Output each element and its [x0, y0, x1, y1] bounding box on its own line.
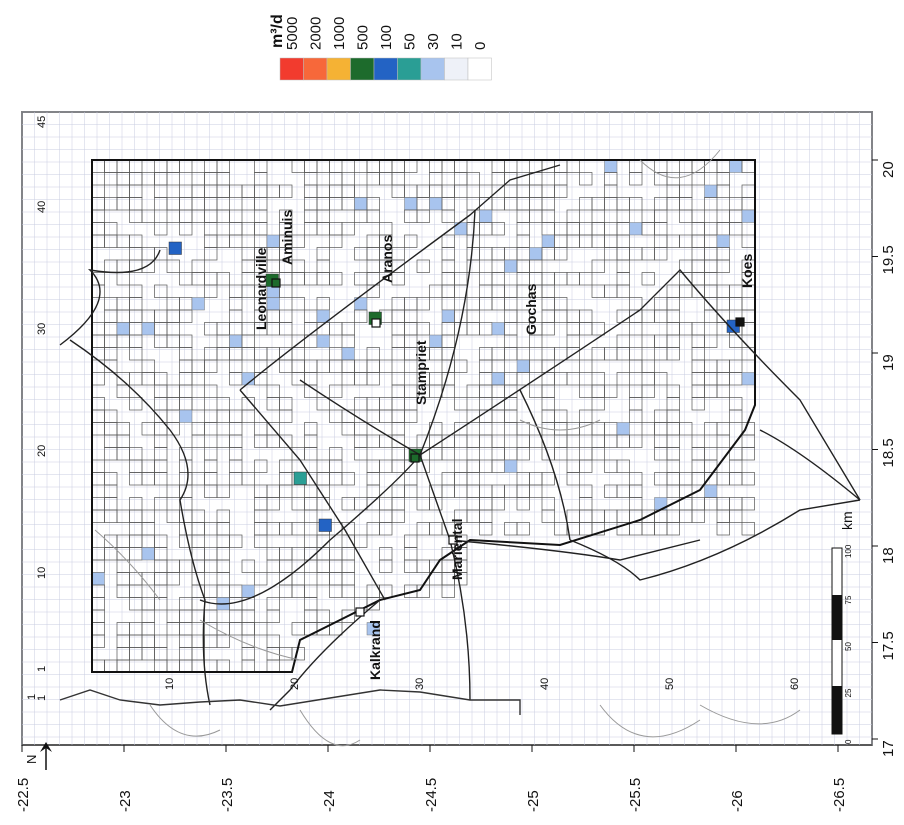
grid-col-label: 50	[664, 678, 676, 690]
town-markers	[271, 278, 745, 617]
town-label: Koes	[739, 254, 755, 288]
legend-swatch	[373, 57, 398, 81]
scale-label: 0	[844, 739, 853, 744]
model-cells	[91, 159, 755, 673]
longitude-tick-label: 20	[880, 161, 897, 178]
scale-label: 25	[844, 688, 853, 697]
legend-label: 2000	[308, 17, 325, 50]
town-label: Gochas	[523, 283, 539, 335]
legend-label: 5000	[284, 17, 301, 50]
legend-swatch	[303, 57, 328, 81]
grid-col-label: 10	[164, 678, 176, 690]
legend-swatch	[350, 57, 375, 81]
grid-row-label: 20	[36, 445, 48, 457]
grid-col-label: 60	[789, 678, 801, 690]
town-label: Leonardville	[253, 247, 269, 330]
town-labels: Aminuis Leonardville Aranos Gochas Koes Stamp…	[253, 210, 755, 680]
town-label: Mariental	[449, 519, 465, 580]
grid-row-label: 1	[36, 695, 48, 701]
legend-unit: m³/d	[269, 14, 286, 48]
legend-swatch	[467, 57, 492, 81]
latitude-ticks: -22.5 -23 -23.5 -24 -24.5 -25 -25.5 -26 -26.5	[15, 745, 848, 812]
grid-col-label: 40	[539, 678, 551, 690]
grid-extra-label: 1	[36, 666, 48, 672]
legend-label: 10	[449, 33, 466, 50]
latitude-tick-label: -24.5	[423, 778, 440, 812]
north-label: N	[24, 755, 39, 764]
scale-label: 50	[844, 642, 853, 651]
town-marker	[371, 318, 381, 328]
town-label: Aminuis	[279, 210, 295, 265]
rivers	[94, 149, 801, 747]
legend-swatch	[397, 57, 422, 81]
legend-label: 100	[378, 25, 395, 50]
latitude-tick-label: -23	[117, 790, 134, 812]
longitude-tick-label: 19.5	[880, 245, 897, 274]
longitude-tick-label: 19	[880, 354, 897, 371]
coastline	[59, 689, 521, 715]
grid-col-label: 20	[289, 678, 301, 690]
grid-extra-label: 1	[26, 694, 38, 700]
roads	[59, 164, 861, 711]
town-marker	[271, 278, 281, 288]
legend-swatch	[444, 57, 469, 81]
latitude-tick-label: -26	[729, 790, 746, 812]
latitude-tick-label: -23.5	[219, 778, 236, 812]
latitude-tick-label: -26.5	[831, 778, 848, 812]
legend: 5000 2000 1000 500 100 50 30 10 0 m³/d	[269, 14, 492, 81]
grid-col-ticks: 10 20 30 40 50 60	[164, 678, 801, 690]
latitude-tick-label: -25.5	[627, 778, 644, 812]
town-marker	[735, 317, 745, 327]
scale-bar: km 100 75 50 25 0	[831, 511, 855, 744]
legend-label: 50	[402, 33, 419, 50]
legend-label: 1000	[331, 17, 348, 50]
town-label: Kalkrand	[367, 620, 383, 680]
scale-label: 75	[844, 595, 853, 604]
grid-row-label: 40	[36, 201, 48, 213]
longitude-tick-label: 18.5	[880, 438, 897, 467]
legend-label: 0	[472, 42, 489, 50]
legend-swatch	[420, 57, 445, 81]
latitude-tick-label: -25	[525, 790, 542, 812]
model-boundary	[91, 159, 756, 673]
grid-row-label: 10	[36, 567, 48, 579]
latitude-tick-label: -24	[321, 790, 338, 812]
legend-swatches	[279, 57, 492, 81]
scale-label: 100	[844, 544, 853, 558]
town-marker	[410, 453, 420, 463]
grid-extra-label: 45	[36, 116, 48, 128]
longitude-tick-label: 17	[880, 740, 897, 757]
longitude-tick-label: 18	[880, 547, 897, 564]
scale-labels: 100 75 50 25 0	[844, 544, 853, 744]
north-arrow-icon: N	[24, 742, 52, 770]
longitude-tick-label: 17.5	[880, 631, 897, 660]
town-marker	[355, 607, 365, 617]
legend-swatch	[326, 57, 351, 81]
legend-label: 30	[425, 33, 442, 50]
town-marker	[448, 535, 458, 545]
legend-swatch	[279, 57, 304, 81]
grid-row-label: 30	[36, 323, 48, 335]
scale-unit: km	[839, 511, 855, 530]
latitude-tick-label: -22.5	[15, 778, 32, 812]
legend-labels: 5000 2000 1000 500 100 50 30 10 0	[284, 17, 489, 50]
grid	[21, 111, 873, 745]
longitude-ticks: 20 19.5 19 18.5 18 17.5 17	[872, 159, 897, 757]
town-label: Aranos	[379, 235, 395, 283]
legend-label: 500	[355, 25, 372, 50]
town-label: Stampriet	[413, 340, 429, 405]
grid-col-label: 30	[414, 678, 426, 690]
